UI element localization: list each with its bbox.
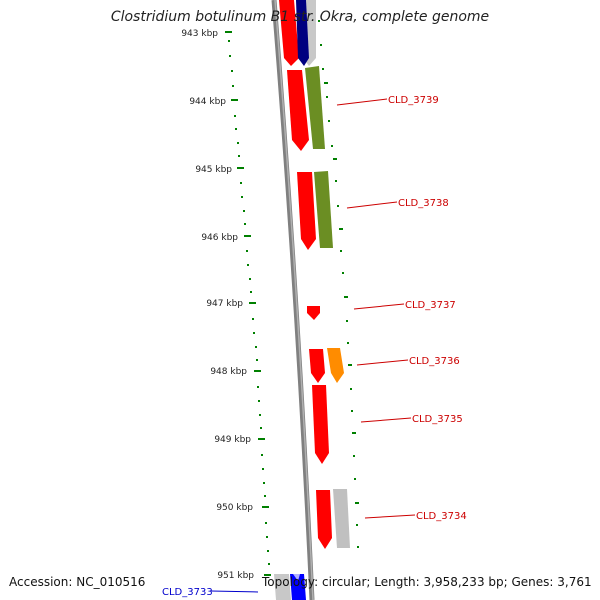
map-title: Clostridium botulinum B1 str. Okra, comp…	[110, 9, 490, 25]
kbp-label: 950 kbp	[216, 503, 253, 513]
kbp-label: 945 kbp	[195, 165, 232, 175]
cog-feature	[327, 348, 344, 383]
kbp-label: 949 kbp	[214, 435, 251, 445]
cog-feature	[296, 0, 309, 66]
topology-text: Topology: circular; Length: 3,958,233 bp…	[262, 575, 592, 589]
outer-dotted-ruler	[318, 20, 359, 548]
cds-feature	[279, 0, 299, 66]
genome-backbone	[271, 0, 315, 600]
cds-feature	[312, 385, 329, 464]
gene-label: CLD_3738	[398, 198, 449, 209]
cog-feature	[305, 66, 325, 149]
cds-feature	[287, 70, 309, 151]
cds-feature	[297, 172, 316, 250]
kbp-label: 947 kbp	[206, 299, 243, 309]
gene-label: CLD_3735	[412, 414, 463, 425]
gene-callouts	[210, 98, 416, 593]
kbp-labels: 943 kbp 944 kbp 945 kbp 946 kbp 947 kbp …	[181, 29, 254, 581]
accession-text: Accession: NC_010516	[9, 575, 146, 589]
kbp-label: 948 kbp	[210, 367, 247, 377]
cds-feature	[316, 490, 332, 549]
kbp-label: 951 kbp	[217, 571, 254, 581]
gene-label: CLD_3737	[405, 300, 456, 311]
cds-track	[279, 0, 332, 549]
gene-label: CLD_3736	[409, 356, 460, 367]
cog-feature	[314, 171, 333, 248]
cog-feature	[333, 489, 350, 548]
kbp-label: 944 kbp	[189, 97, 226, 107]
cog-feature	[274, 574, 291, 600]
gene-label: CLD_3734	[416, 511, 467, 522]
cog-feature	[290, 574, 306, 600]
kbp-ticks	[225, 31, 271, 576]
cds-feature	[307, 306, 320, 320]
kbp-label: 943 kbp	[181, 29, 218, 39]
cds-feature	[309, 349, 325, 383]
cog-feature	[293, 574, 300, 581]
gene-label: CLD_3733	[162, 587, 213, 598]
gene-label: CLD_3739	[388, 95, 439, 106]
kbp-label: 946 kbp	[201, 233, 238, 243]
inner-dotted-ruler	[228, 40, 270, 565]
gene-labels: CLD_3739 CLD_3738 CLD_3737 CLD_3736 CLD_…	[162, 95, 467, 598]
cog-track	[274, 0, 350, 600]
